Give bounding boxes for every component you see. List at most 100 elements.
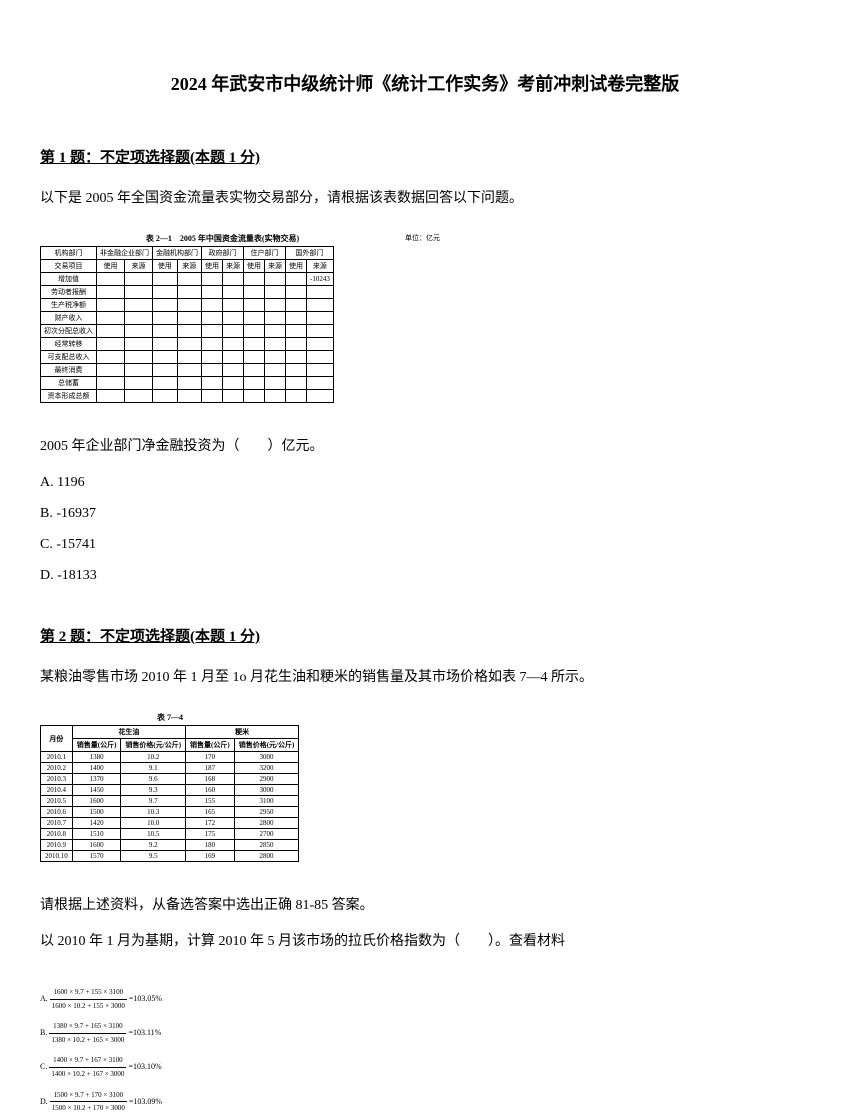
table-cell: 187 xyxy=(186,763,235,774)
table-cell xyxy=(223,377,244,390)
table-cell xyxy=(286,390,307,403)
table-cell: 2010.4 xyxy=(41,785,73,796)
table-subheader: 销售价格(元/公斤) xyxy=(234,739,299,752)
table-cell xyxy=(244,286,265,299)
table-cell xyxy=(153,286,178,299)
table-cell xyxy=(244,338,265,351)
table-cell: 劳动者报酬 xyxy=(41,286,97,299)
table-cell xyxy=(125,351,153,364)
table-cell: 1600 xyxy=(72,840,121,851)
table-cell: 增加值 xyxy=(41,273,97,286)
table-cell xyxy=(307,351,334,364)
table-cell xyxy=(97,351,125,364)
table-subheader: 使用 xyxy=(244,260,265,273)
table-cell xyxy=(177,286,202,299)
table-cell: 财产收入 xyxy=(41,312,97,325)
table-cell xyxy=(307,325,334,338)
table-cell xyxy=(244,273,265,286)
table-cell xyxy=(307,377,334,390)
q1-table-container: 表 2—1 2005 年中国资金流量表(实物交易) 单位：亿元 机构部门非金融企… xyxy=(40,233,440,403)
formula-result: =103.11% xyxy=(126,1028,161,1037)
table-cell: 1600 xyxy=(72,796,121,807)
table-cell: 1380 xyxy=(72,752,121,763)
table-subheader: 来源 xyxy=(177,260,202,273)
table-cell: 1570 xyxy=(72,851,121,862)
table-cell xyxy=(97,325,125,338)
table-cell xyxy=(97,273,125,286)
table-cell xyxy=(286,338,307,351)
table-cell: 165 xyxy=(186,807,235,818)
table-cell xyxy=(177,364,202,377)
table-cell: 初次分配总收入 xyxy=(41,325,97,338)
formula-option: D. 1500 × 9.7 + 170 × 31001500 × 10.2 + … xyxy=(40,1089,810,1115)
table-cell xyxy=(202,299,223,312)
table-header: 政府部门 xyxy=(202,247,244,260)
table-cell: 3100 xyxy=(234,796,299,807)
q2-intro: 某粮油零售市场 2010 年 1 月至 1o 月花生油和粳米的销售量及其市场价格… xyxy=(40,664,810,692)
table-cell xyxy=(265,351,286,364)
table-cell xyxy=(125,299,153,312)
table-cell xyxy=(177,273,202,286)
table-cell: 9.7 xyxy=(121,796,186,807)
table-cell xyxy=(125,286,153,299)
table-cell: 168 xyxy=(186,774,235,785)
q1-table-unit: 单位：亿元 xyxy=(405,233,440,244)
table-cell xyxy=(125,338,153,351)
table-cell xyxy=(97,312,125,325)
table-cell xyxy=(265,390,286,403)
q1-options: A. 1196 B. -16937 C. -15741 D. -18133 xyxy=(40,469,810,590)
table-cell xyxy=(265,377,286,390)
table-cell: 175 xyxy=(186,829,235,840)
table-cell: 170 xyxy=(186,752,235,763)
q1-table-caption: 表 2—1 2005 年中国资金流量表(实物交易) xyxy=(146,233,299,244)
table-cell: 180 xyxy=(186,840,235,851)
table-header: 月份 xyxy=(41,726,73,752)
table-cell xyxy=(202,390,223,403)
table-cell xyxy=(153,351,178,364)
table-cell xyxy=(97,377,125,390)
table-cell: 2010.5 xyxy=(41,796,73,807)
table-cell xyxy=(244,325,265,338)
q2-stem2: 以 2010 年 1 月为基期，计算 2010 年 5 月该市场的拉氏价格指数为… xyxy=(40,928,810,956)
table-cell: 9.1 xyxy=(121,763,186,774)
table-cell xyxy=(223,299,244,312)
table-subheader: 来源 xyxy=(307,260,334,273)
table-cell xyxy=(202,286,223,299)
table-cell xyxy=(286,273,307,286)
table-header: 国外部门 xyxy=(286,247,334,260)
table-cell: 2010.3 xyxy=(41,774,73,785)
formula-option: C. 1400 × 9.7 + 167 × 31001400 × 10.2 + … xyxy=(40,1054,810,1080)
q1-header: 第 1 题：不定项选择题(本题 1 分) xyxy=(40,146,810,167)
table-cell xyxy=(223,325,244,338)
table-cell xyxy=(244,364,265,377)
table-cell: 3200 xyxy=(234,763,299,774)
formula-result: =103.09% xyxy=(127,1097,162,1106)
table-cell xyxy=(177,390,202,403)
table-cell: 172 xyxy=(186,818,235,829)
table-cell xyxy=(125,390,153,403)
table-cell: 2010.2 xyxy=(41,763,73,774)
table-cell: 10.5 xyxy=(121,829,186,840)
table-cell: 1510 xyxy=(72,829,121,840)
table-cell xyxy=(286,312,307,325)
table-subheader: 使用 xyxy=(153,260,178,273)
table-cell xyxy=(307,338,334,351)
table-cell xyxy=(244,299,265,312)
formula-fraction: 1600 × 9.7 + 155 × 31001600 × 10.2 + 155… xyxy=(50,986,127,1012)
table-cell: 2700 xyxy=(234,829,299,840)
table-cell: 总储蓄 xyxy=(41,377,97,390)
table-cell: 9.2 xyxy=(121,840,186,851)
table-cell: 160 xyxy=(186,785,235,796)
q1-stem: 2005 年企业部门净金融投资为（ ）亿元。 xyxy=(40,433,810,461)
table-cell: 2950 xyxy=(234,807,299,818)
table-cell xyxy=(153,273,178,286)
q1-option-a: A. 1196 xyxy=(40,469,810,497)
table-cell: 155 xyxy=(186,796,235,807)
table-cell: 1370 xyxy=(72,774,121,785)
table-cell xyxy=(286,351,307,364)
table-cell xyxy=(125,273,153,286)
table-cell: 2010.7 xyxy=(41,818,73,829)
table-cell xyxy=(153,312,178,325)
table-cell: -10243 xyxy=(307,273,334,286)
table-cell xyxy=(286,299,307,312)
